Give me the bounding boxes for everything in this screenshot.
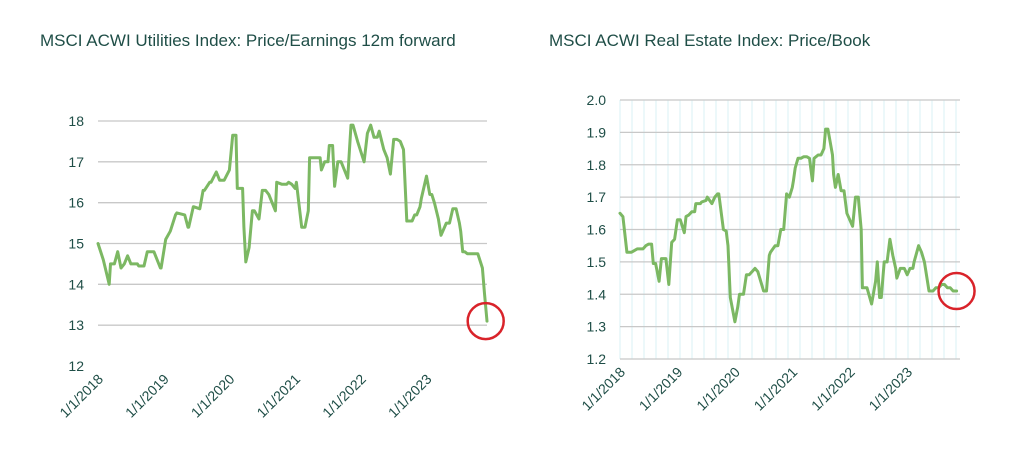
x-tick-label: 1/1/2023 — [385, 371, 435, 421]
y-tick-label: 13 — [68, 317, 84, 333]
y-tick-label: 14 — [68, 276, 84, 292]
highlight-circle — [466, 301, 505, 341]
y-tick-label: 1.3 — [587, 319, 607, 335]
series-line — [618, 127, 959, 324]
y-tick-label: 17 — [68, 154, 84, 170]
y-tick-label: 1.9 — [587, 124, 607, 140]
y-tick-label: 1.2 — [587, 351, 607, 367]
y-tick-label: 1.5 — [587, 254, 607, 270]
chart-title-real-estate-pb: MSCI ACWI Real Estate Index: Price/Book — [549, 31, 871, 50]
x-tick-label: 1/1/2022 — [319, 371, 369, 421]
x-tick-label: 1/1/2023 — [865, 364, 915, 414]
y-tick-label: 16 — [68, 195, 84, 211]
x-tick-label: 1/1/2020 — [693, 364, 743, 414]
y-tick-label: 15 — [68, 236, 84, 252]
chart-title-utilities-pe: MSCI ACWI Utilities Index: Price/Earning… — [40, 31, 456, 50]
x-tick-label: 1/1/2022 — [808, 364, 858, 414]
series-line — [96, 123, 489, 323]
y-tick-label: 18 — [68, 113, 84, 129]
x-tick-label: 1/1/2018 — [578, 364, 628, 414]
x-tick-label: 1/1/2021 — [751, 364, 801, 414]
y-tick-label: 1.7 — [587, 189, 607, 205]
y-tick-label: 12 — [68, 358, 84, 374]
x-tick-label: 1/1/2020 — [188, 371, 238, 421]
real-estate-pb-chart: 1.21.31.41.51.61.71.81.92.01/1/2018 1/1/2… — [578, 92, 976, 414]
x-tick-label: 1/1/2018 — [56, 371, 106, 421]
y-tick-label: 2.0 — [587, 92, 607, 108]
y-tick-label: 1.6 — [587, 222, 607, 238]
highlight-circle — [937, 271, 976, 311]
x-tick-label: 1/1/2021 — [253, 371, 303, 421]
x-tick-label: 1/1/2019 — [122, 371, 172, 421]
utilities-pe-chart: 12 13 14 15 16 17 18 1/1/2018 1/1/2019 1/1/2020 1/… — [56, 113, 505, 421]
y-tick-label: 1.4 — [587, 286, 607, 302]
x-tick-label: 1/1/2019 — [636, 364, 686, 414]
y-tick-label: 1.8 — [587, 157, 607, 173]
